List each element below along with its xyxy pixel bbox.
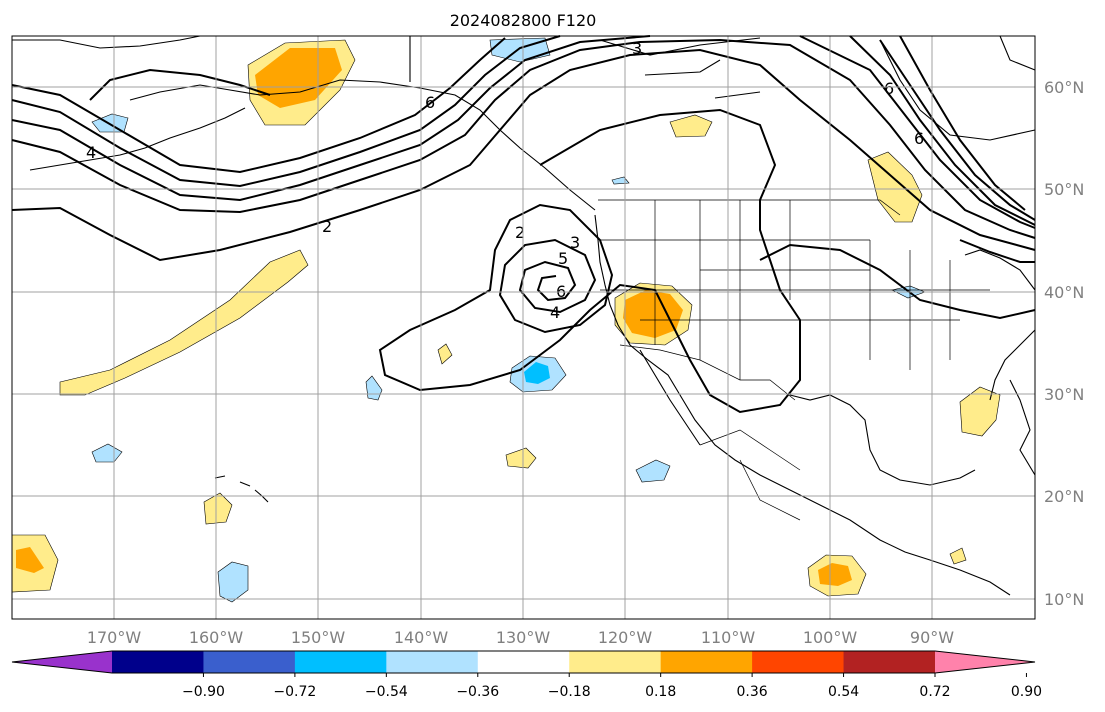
colorbar-segment — [660, 651, 753, 673]
coastline-gulf — [789, 379, 1036, 486]
latitude-labels: 60°N 50°N 40°N 30°N 20°N 10°N — [1044, 78, 1084, 609]
colorbar-segment — [203, 651, 296, 673]
shaded-region — [867, 151, 923, 223]
contour-line — [11, 37, 1036, 221]
colorbar-tick-label: −0.36 — [456, 684, 499, 700]
colorbar-segment — [752, 651, 845, 673]
graticule — [12, 36, 1035, 619]
lat-label: 10°N — [1044, 590, 1084, 609]
shaded-region — [16, 547, 44, 573]
shaded-region — [59, 249, 309, 396]
coastline-us-west — [594, 214, 1011, 596]
colorbar: −0.90 −0.72 −0.54 −0.36 −0.18 0.18 0.36 0.54 0.7… — [11, 650, 1042, 700]
colorbar-tick-label: −0.72 — [273, 684, 316, 700]
colorbar-tick-label: 0.18 — [645, 684, 676, 700]
mexico-states — [699, 429, 801, 521]
coastline-east — [964, 249, 1036, 401]
lon-label: 170°W — [87, 628, 142, 647]
lat-label: 50°N — [1044, 180, 1084, 199]
lon-label: 100°W — [803, 628, 858, 647]
contour-line — [959, 239, 1035, 263]
colorbar-segment — [843, 651, 936, 673]
lat-label: 20°N — [1044, 487, 1084, 506]
contour-label: 6 — [914, 129, 924, 148]
contour-label: 6 — [425, 93, 435, 112]
lon-label: 140°W — [394, 628, 449, 647]
colorbar-tick-label: −0.90 — [182, 684, 225, 700]
contour-label: 6 — [884, 79, 894, 98]
border-us-mexico — [619, 344, 796, 401]
colorbar-outline — [11, 650, 1036, 674]
lon-label: 160°W — [189, 628, 244, 647]
lon-label: 130°W — [496, 628, 551, 647]
colorbar-segment — [386, 651, 479, 673]
colorbar-extend-max — [935, 651, 1035, 673]
colorbar-tick-label: 0.36 — [737, 684, 768, 700]
coastline-aleutians — [29, 107, 246, 171]
colorbar-tick-label: −0.18 — [548, 684, 591, 700]
shaded-region — [217, 561, 249, 603]
contour-label: 2 — [515, 223, 525, 242]
shaded-region — [669, 114, 713, 138]
shaded-region — [437, 343, 453, 365]
shaded-region — [255, 48, 342, 108]
lon-label: 110°W — [701, 628, 756, 647]
contour-label: 2 — [322, 217, 332, 236]
coastline-baja — [639, 349, 701, 446]
map-title: 2024082800 F120 — [450, 11, 597, 30]
contour-lines — [11, 35, 1036, 414]
colorbar-tick-label: 0.72 — [919, 684, 950, 700]
shaded-region — [623, 290, 683, 338]
contour-label: 3 — [570, 233, 580, 252]
colorbar-segment — [112, 651, 204, 673]
shaded-region — [524, 362, 550, 384]
contour-line — [759, 243, 1036, 320]
colorbar-segment — [294, 651, 387, 673]
lat-label: 60°N — [1044, 78, 1084, 97]
coastline-canada-north — [409, 36, 761, 99]
shaded-region — [818, 563, 852, 586]
contour-line — [11, 35, 1036, 229]
map-frame — [11, 35, 1036, 620]
contour-line — [11, 35, 1036, 226]
lon-label: 150°W — [291, 628, 346, 647]
shaded-region — [635, 459, 671, 483]
shaded-region — [949, 547, 967, 565]
shaded-region — [203, 492, 233, 525]
contour-label: 5 — [558, 249, 568, 268]
lat-label: 40°N — [1044, 283, 1084, 302]
colorbar-tick-label: 0.54 — [828, 684, 859, 700]
contour-line — [11, 48, 1036, 262]
contour-line — [378, 108, 801, 414]
lon-label: 120°W — [598, 628, 653, 647]
colorbar-segment — [477, 651, 570, 673]
contour-label: 3 — [632, 39, 642, 58]
colorbar-segment — [569, 651, 662, 673]
longitude-labels: 170°W 160°W 150°W 140°W 130°W 120°W 110°… — [87, 628, 954, 647]
colorbar-tick-label: −0.54 — [365, 684, 408, 700]
contour-label: 4 — [550, 303, 560, 322]
contour-label: 4 — [86, 143, 96, 162]
lat-label: 30°N — [1044, 385, 1084, 404]
contour-line — [11, 38, 1036, 239]
colorbar-extend-min — [12, 651, 112, 673]
colorbar-tick-label: 0.90 — [1011, 684, 1042, 700]
lon-label: 90°W — [910, 628, 954, 647]
